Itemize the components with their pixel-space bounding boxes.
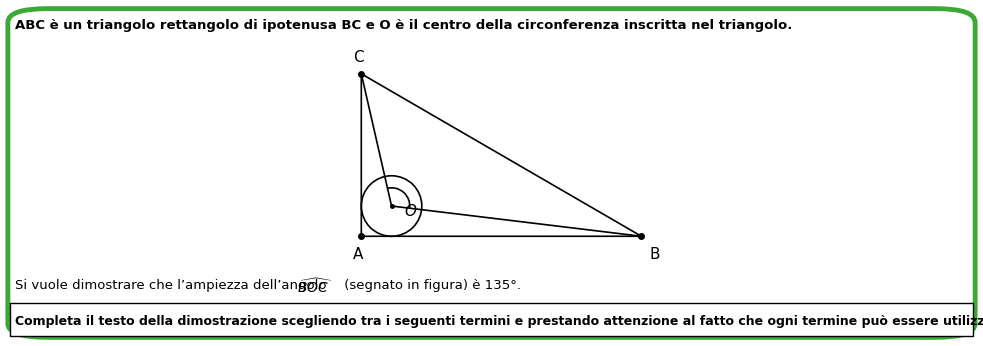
Text: $\widehat{BOC}$: $\widehat{BOC}$ <box>297 277 332 296</box>
Text: (segnato in figura) è 135°.: (segnato in figura) è 135°. <box>340 279 521 292</box>
Text: Completa il testo della dimostrazione scegliendo tra i seguenti termini e presta: Completa il testo della dimostrazione sc… <box>15 315 983 328</box>
Text: O: O <box>404 204 416 219</box>
Text: B: B <box>650 247 661 263</box>
Text: A: A <box>353 247 364 263</box>
Text: ABC è un triangolo rettangolo di ipotenusa BC e O è il centro della circonferenz: ABC è un triangolo rettangolo di ipotenu… <box>15 19 792 32</box>
Text: Si vuole dimostrare che l’ampiezza dell’angolo: Si vuole dimostrare che l’ampiezza dell’… <box>15 279 330 292</box>
Text: C: C <box>353 51 364 65</box>
